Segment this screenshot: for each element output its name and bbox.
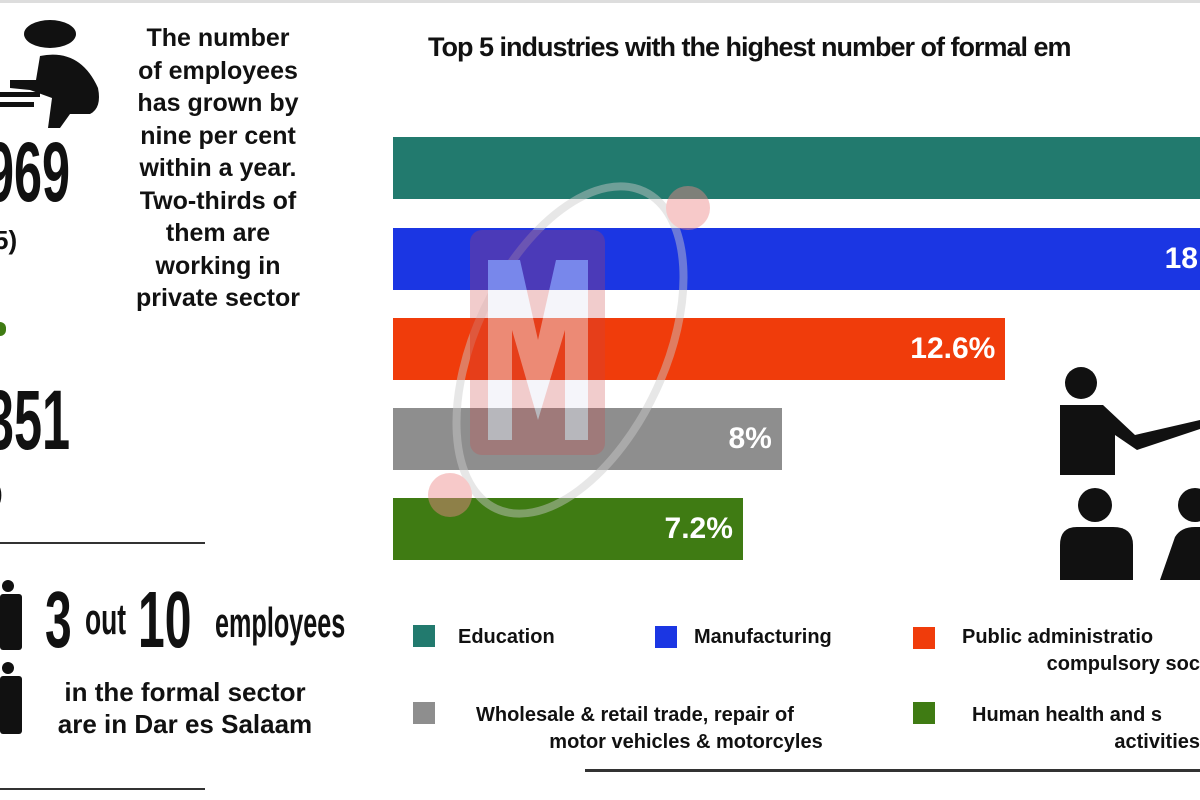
green-marker-icon	[0, 322, 6, 336]
bar-1	[393, 137, 1200, 199]
legend-swatch	[913, 627, 935, 649]
desc-line: them are	[165, 219, 271, 247]
legend-swatch	[413, 625, 435, 647]
bar-5: 7.2%	[393, 498, 743, 560]
legend-line: Education	[458, 626, 555, 648]
ratio-caption: in the formal sector are in Dar es Salaa…	[40, 676, 330, 740]
people-icon	[0, 580, 22, 734]
growth-description: The number of employees has grown by nin…	[118, 22, 318, 315]
bar-4: 8%	[393, 408, 782, 470]
ratio-unit: employees	[215, 599, 346, 646]
desc-line: The number	[146, 24, 290, 52]
legend-line: motor vehicles & motorcyles	[549, 731, 823, 753]
legend-line: Human health and s	[972, 704, 1163, 726]
stat1-value: 969	[0, 125, 71, 219]
legend-swatch	[655, 626, 677, 648]
stat2-value: 351	[0, 373, 71, 467]
legend-swatch	[413, 702, 435, 724]
legend-label: Human health and s activities	[972, 702, 1200, 756]
bar-value-label: 7.2%	[664, 512, 733, 545]
desc-line: within a year.	[139, 154, 297, 182]
ratio-caption-line: are in Dar es Salaam	[57, 709, 313, 739]
stat2-note: )	[0, 478, 3, 509]
bar-value-label: 18	[1164, 242, 1198, 275]
watermark-logo	[428, 182, 710, 518]
legend-swatch	[913, 702, 935, 724]
legend-line: Wholesale & retail trade, repair of	[476, 704, 794, 726]
presentation-icon	[1060, 367, 1200, 580]
legend-label: Manufacturing	[694, 624, 894, 651]
ratio-out: out	[85, 595, 127, 644]
ratio-denominator: 10	[138, 575, 192, 664]
legend-label: Education	[458, 624, 658, 651]
ratio-numerator: 3	[45, 575, 72, 664]
stat1-note: 5)	[0, 225, 18, 255]
divider	[0, 788, 205, 790]
divider	[585, 769, 1200, 772]
ratio-caption-line: in the formal sector	[64, 677, 306, 707]
legend-line: Manufacturing	[694, 626, 832, 648]
bar-3: 12.6%	[393, 318, 1006, 380]
legend-label: Wholesale & retail trade, repair of motor…	[476, 702, 896, 756]
bar-2: 18	[393, 228, 1200, 290]
legend-line: activities	[1114, 731, 1200, 753]
legend-line: compulsory soc	[1046, 653, 1200, 675]
desc-line: nine per cent	[140, 121, 296, 150]
desc-line: working in	[155, 251, 281, 280]
desc-line: of employees	[138, 56, 298, 85]
chart-title: Top 5 industries with the highest number…	[428, 32, 1072, 62]
bar-value-label: 12.6%	[910, 332, 996, 365]
top-border	[0, 0, 1200, 3]
desc-line: Two-thirds of	[139, 186, 297, 215]
desc-line: private sector	[136, 284, 300, 312]
divider	[0, 542, 205, 544]
legend-label: Public administratio compulsory soc	[962, 624, 1200, 678]
legend-line: Public administratio	[962, 626, 1154, 648]
worker-at-desk-icon	[0, 20, 99, 128]
bar-value-label: 8%	[728, 422, 772, 455]
desc-line: has grown by	[137, 89, 299, 117]
